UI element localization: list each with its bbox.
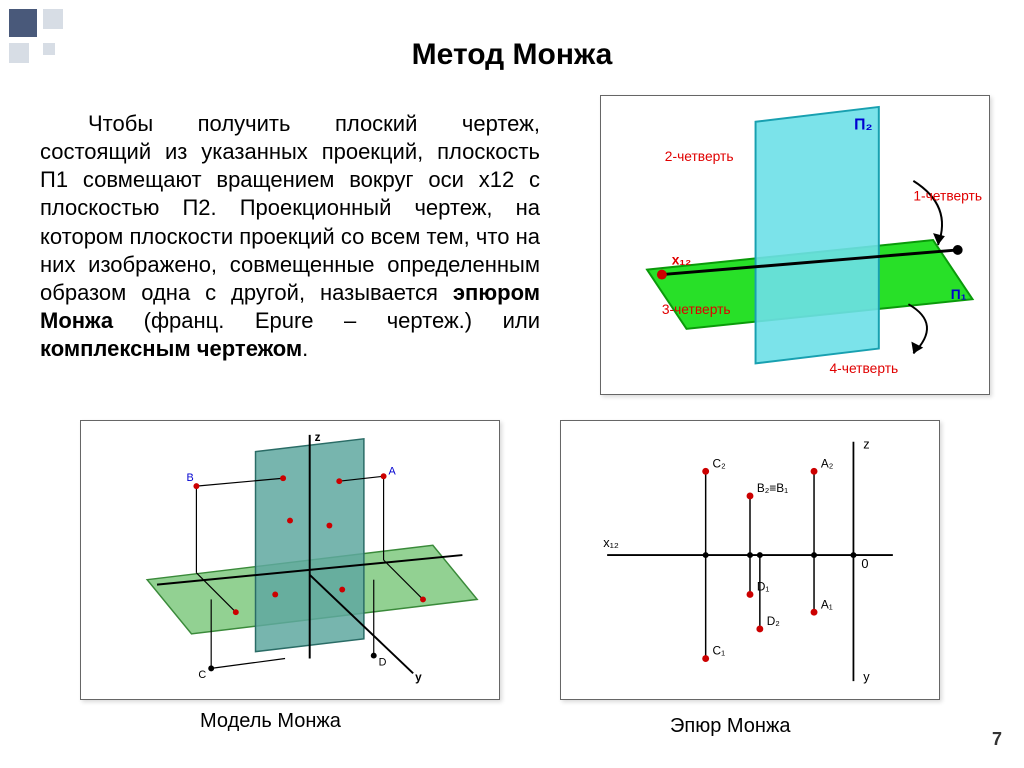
svg-text:4-четверть: 4-четверть <box>830 361 899 376</box>
svg-text:z: z <box>315 430 321 444</box>
svg-text:D₂: D₂ <box>767 614 780 628</box>
svg-text:D: D <box>379 656 387 668</box>
svg-text:B: B <box>187 472 194 484</box>
svg-text:1-четверть: 1-четверть <box>913 189 982 204</box>
svg-text:П₂: П₂ <box>854 117 872 134</box>
page-title: Метод Монжа <box>0 38 1024 72</box>
svg-text:0: 0 <box>861 556 868 571</box>
body-paragraph: Чтобы получить плоский чертеж, состоящий… <box>40 110 540 363</box>
paragraph-run: (франц. Epure – чертеж.) или <box>113 308 540 333</box>
figure-model: z y B A C D <box>80 420 500 700</box>
svg-text:C: C <box>198 669 206 681</box>
svg-text:y: y <box>415 670 422 684</box>
svg-text:C₁: C₁ <box>713 644 726 658</box>
svg-text:z: z <box>863 437 869 452</box>
svg-text:x₁₂: x₁₂ <box>672 253 692 268</box>
svg-text:A: A <box>389 465 397 477</box>
caption-epure: Эпюр Монжа <box>670 715 790 738</box>
svg-text:C₂: C₂ <box>713 456 726 470</box>
paragraph-bold: комплексным чертежом <box>40 336 302 361</box>
figure-quarters: П₂ П₁ 2-четверть 1-четверть 3-четверть 4… <box>600 95 990 395</box>
svg-text:y: y <box>863 669 870 684</box>
figure-epure: z y x₁₂ 0 C₂ A₂ B₂≡B₁ D₁ D₂ A₁ C₁ <box>560 420 940 700</box>
caption-model: Модель Монжа <box>200 710 341 733</box>
page-number: 7 <box>992 729 1002 750</box>
svg-text:A₁: A₁ <box>821 597 833 611</box>
svg-text:A₂: A₂ <box>821 456 833 470</box>
svg-text:B₂≡B₁: B₂≡B₁ <box>757 481 788 495</box>
svg-text:П₁: П₁ <box>951 287 967 302</box>
paragraph-run: . <box>302 336 308 361</box>
paragraph-run: Чтобы получить плоский чертеж, состоящий… <box>40 111 540 305</box>
svg-text:x₁₂: x₁₂ <box>603 535 619 550</box>
svg-text:D₁: D₁ <box>757 580 770 594</box>
svg-text:2-четверть: 2-четверть <box>665 149 734 164</box>
svg-text:3-четверть: 3-четверть <box>662 302 731 317</box>
